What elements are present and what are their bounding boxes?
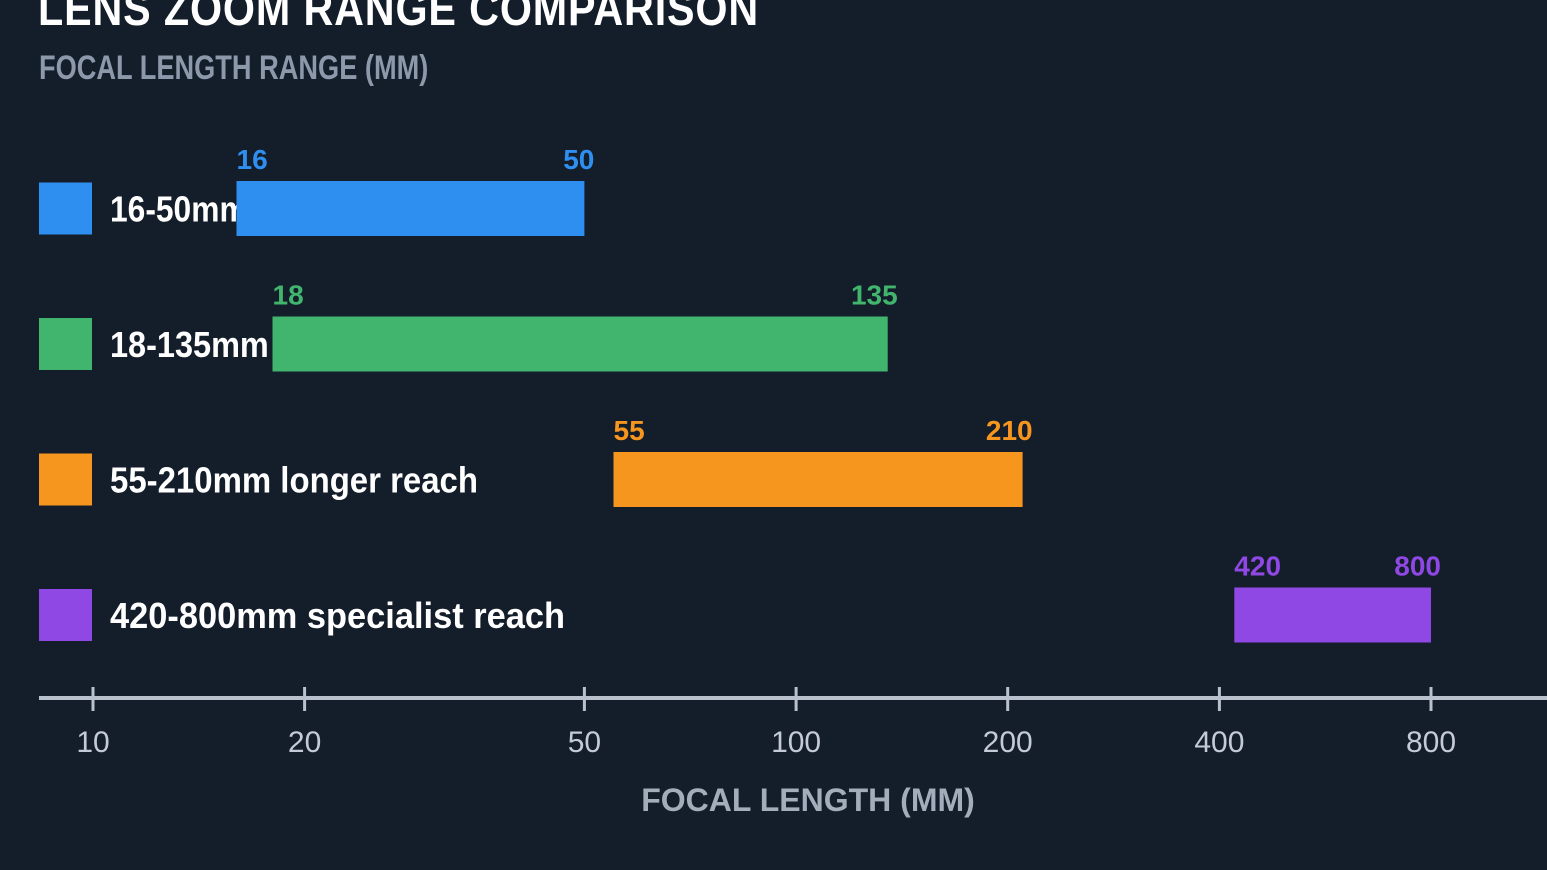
range-bar: [272, 316, 888, 372]
range-start-label: 420: [1234, 551, 1281, 582]
range-bar: [236, 181, 585, 236]
range-bar: [1234, 587, 1431, 643]
range-end-label: 135: [851, 280, 898, 311]
range-start-label: 18: [273, 280, 304, 311]
legend-swatch: [39, 453, 92, 506]
legend-label: 420-800mm specialist reach: [110, 595, 565, 636]
x-tick-label: 10: [76, 726, 109, 759]
legend: 16-50mm compact standard18-135mm wider r…: [39, 182, 565, 641]
x-tick-label: 400: [1194, 726, 1244, 759]
legend-swatch: [39, 318, 92, 370]
x-tick-label: 20: [288, 726, 321, 759]
legend-swatch: [39, 589, 92, 641]
x-tick-label: 100: [771, 726, 821, 759]
range-start-label: 16: [237, 144, 268, 175]
x-axis: 10 20 50 100 200 400 800: [39, 687, 1547, 759]
x-tick-label: 50: [568, 726, 601, 759]
legend-swatch: [39, 182, 92, 235]
range-end-label: 50: [563, 144, 594, 175]
x-tick-label: 800: [1406, 726, 1456, 759]
chart-subtitle: FOCAL LENGTH RANGE (MM): [39, 49, 429, 87]
chart-title: LENS ZOOM RANGE COMPARISON: [38, 0, 760, 36]
x-tick-label: 200: [983, 726, 1033, 759]
range-bar: [613, 452, 1023, 507]
x-axis-title: FOCAL LENGTH (MM): [641, 782, 975, 818]
range-end-label: 800: [1394, 551, 1441, 582]
legend-label: 55-210mm longer reach: [110, 460, 478, 501]
range-end-label: 210: [986, 415, 1033, 446]
range-bars: 16 50 18 135 55 210 420 800: [236, 144, 1441, 643]
range-start-label: 55: [614, 415, 645, 446]
